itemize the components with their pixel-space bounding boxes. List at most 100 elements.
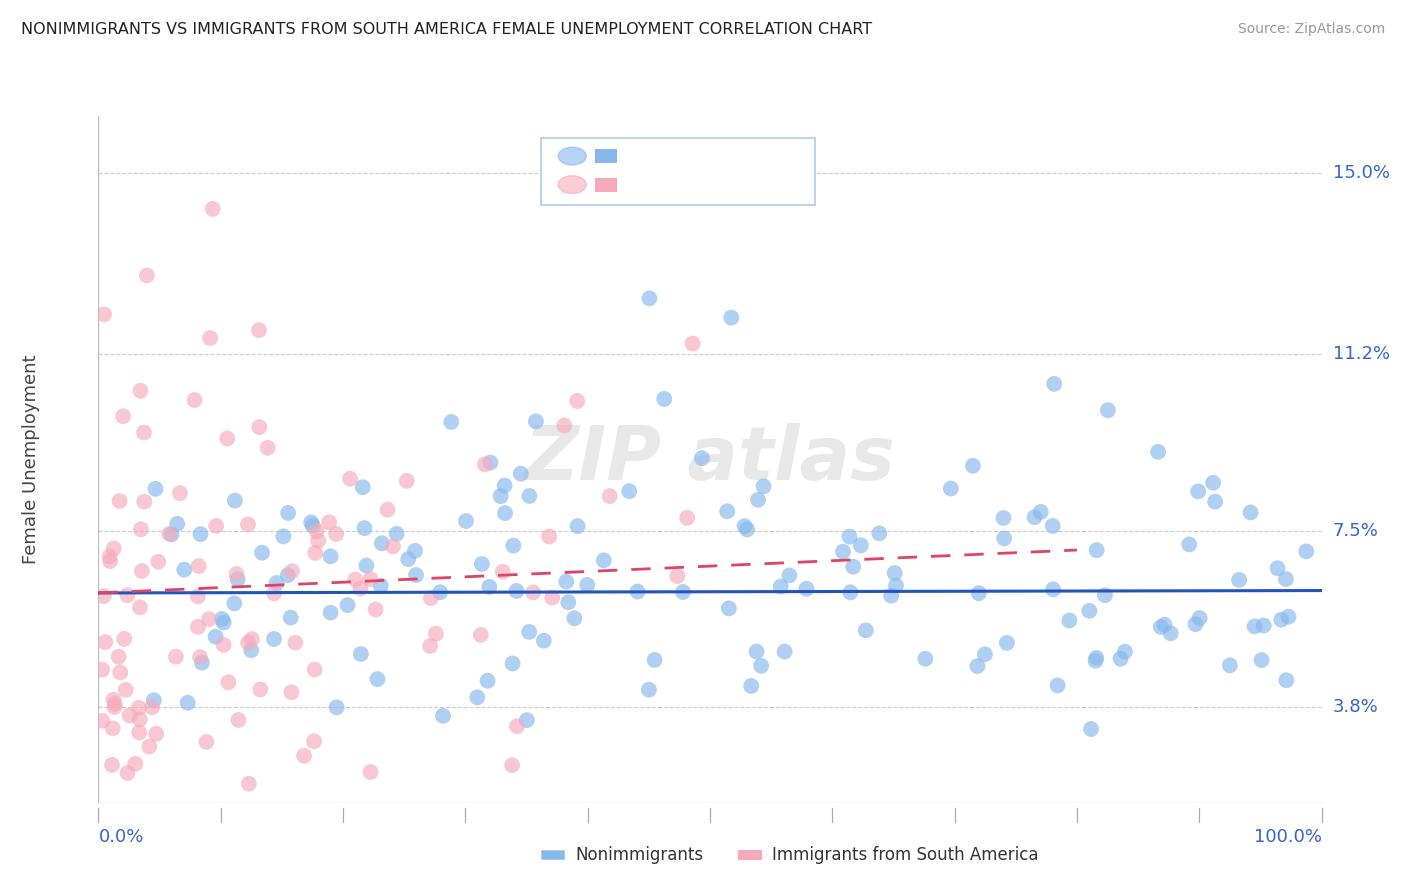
Point (1178, 537, 1201, 551)
Point (93, 589, 115, 603)
Point (1160, 626, 1182, 640)
Point (117, 588, 139, 602)
Point (477, 673, 499, 688)
Point (524, 414, 547, 428)
Point (555, 574, 578, 589)
Point (118, 708, 141, 723)
Text: R = 0.060   N = 101: R = 0.060 N = 101 (628, 176, 796, 194)
Point (492, 565, 515, 579)
Point (538, 530, 561, 544)
Point (350, 647, 373, 661)
Point (191, 656, 214, 670)
Point (91, 663, 114, 677)
Point (277, 506, 299, 520)
Point (187, 590, 209, 604)
Point (377, 502, 399, 516)
Point (217, 675, 239, 690)
Point (198, 331, 221, 345)
Point (364, 602, 387, 616)
Point (479, 456, 502, 470)
Point (366, 672, 388, 686)
Point (1097, 403, 1119, 417)
Point (1275, 673, 1298, 688)
Point (198, 612, 221, 626)
Point (157, 526, 180, 541)
Point (967, 586, 990, 600)
Point (717, 601, 740, 615)
Point (1085, 543, 1108, 558)
Point (103, 700, 125, 714)
Point (506, 719, 529, 733)
Point (1147, 445, 1170, 459)
Point (107, 649, 129, 664)
Point (592, 553, 614, 567)
Point (129, 384, 152, 398)
Point (839, 585, 862, 599)
Point (516, 713, 538, 727)
Point (273, 529, 295, 543)
Point (509, 467, 531, 481)
Point (672, 585, 695, 599)
Point (212, 615, 235, 630)
Point (626, 584, 648, 599)
Text: 7.5%: 7.5% (1333, 522, 1379, 540)
Point (1250, 653, 1272, 667)
Point (914, 652, 936, 666)
Point (212, 638, 235, 652)
Point (1150, 620, 1173, 634)
Point (883, 566, 905, 580)
Point (773, 644, 796, 658)
Point (1275, 572, 1298, 586)
Point (849, 538, 872, 552)
Point (470, 628, 492, 642)
Point (382, 540, 405, 554)
Point (419, 639, 441, 653)
Point (228, 713, 250, 727)
Point (93, 307, 115, 321)
Point (567, 519, 589, 533)
Point (94, 635, 117, 649)
Point (465, 690, 488, 705)
Point (478, 580, 501, 594)
Point (353, 521, 375, 535)
Point (301, 518, 323, 533)
Point (1243, 619, 1265, 633)
Point (266, 576, 288, 591)
Point (404, 544, 426, 558)
Point (541, 591, 564, 605)
Point (247, 323, 270, 337)
Point (599, 489, 621, 503)
Point (735, 523, 758, 537)
Point (690, 451, 713, 466)
Point (734, 519, 756, 533)
Point (740, 679, 762, 693)
Point (474, 458, 496, 472)
Text: Nonimmigrants: Nonimmigrants (575, 846, 703, 863)
Point (769, 580, 792, 594)
Point (1270, 613, 1292, 627)
Point (256, 441, 278, 455)
Point (305, 524, 328, 539)
Point (173, 563, 195, 577)
Point (263, 586, 285, 600)
Point (471, 557, 494, 571)
Point (838, 530, 860, 544)
Point (505, 583, 527, 598)
Point (395, 474, 418, 488)
Point (240, 632, 263, 647)
Text: Immigrants from South America: Immigrants from South America (772, 846, 1039, 863)
Point (1153, 617, 1175, 632)
Point (224, 493, 246, 508)
Text: Source: ZipAtlas.com: Source: ZipAtlas.com (1237, 22, 1385, 37)
Point (336, 598, 359, 612)
Point (1114, 645, 1136, 659)
Point (519, 489, 541, 503)
Point (304, 546, 326, 560)
Point (236, 517, 259, 532)
Point (319, 606, 342, 620)
Point (224, 596, 246, 610)
Point (676, 510, 699, 524)
Text: R = 0.004   N = 145: R = 0.004 N = 145 (628, 147, 796, 165)
Point (370, 579, 392, 593)
Point (281, 564, 304, 578)
